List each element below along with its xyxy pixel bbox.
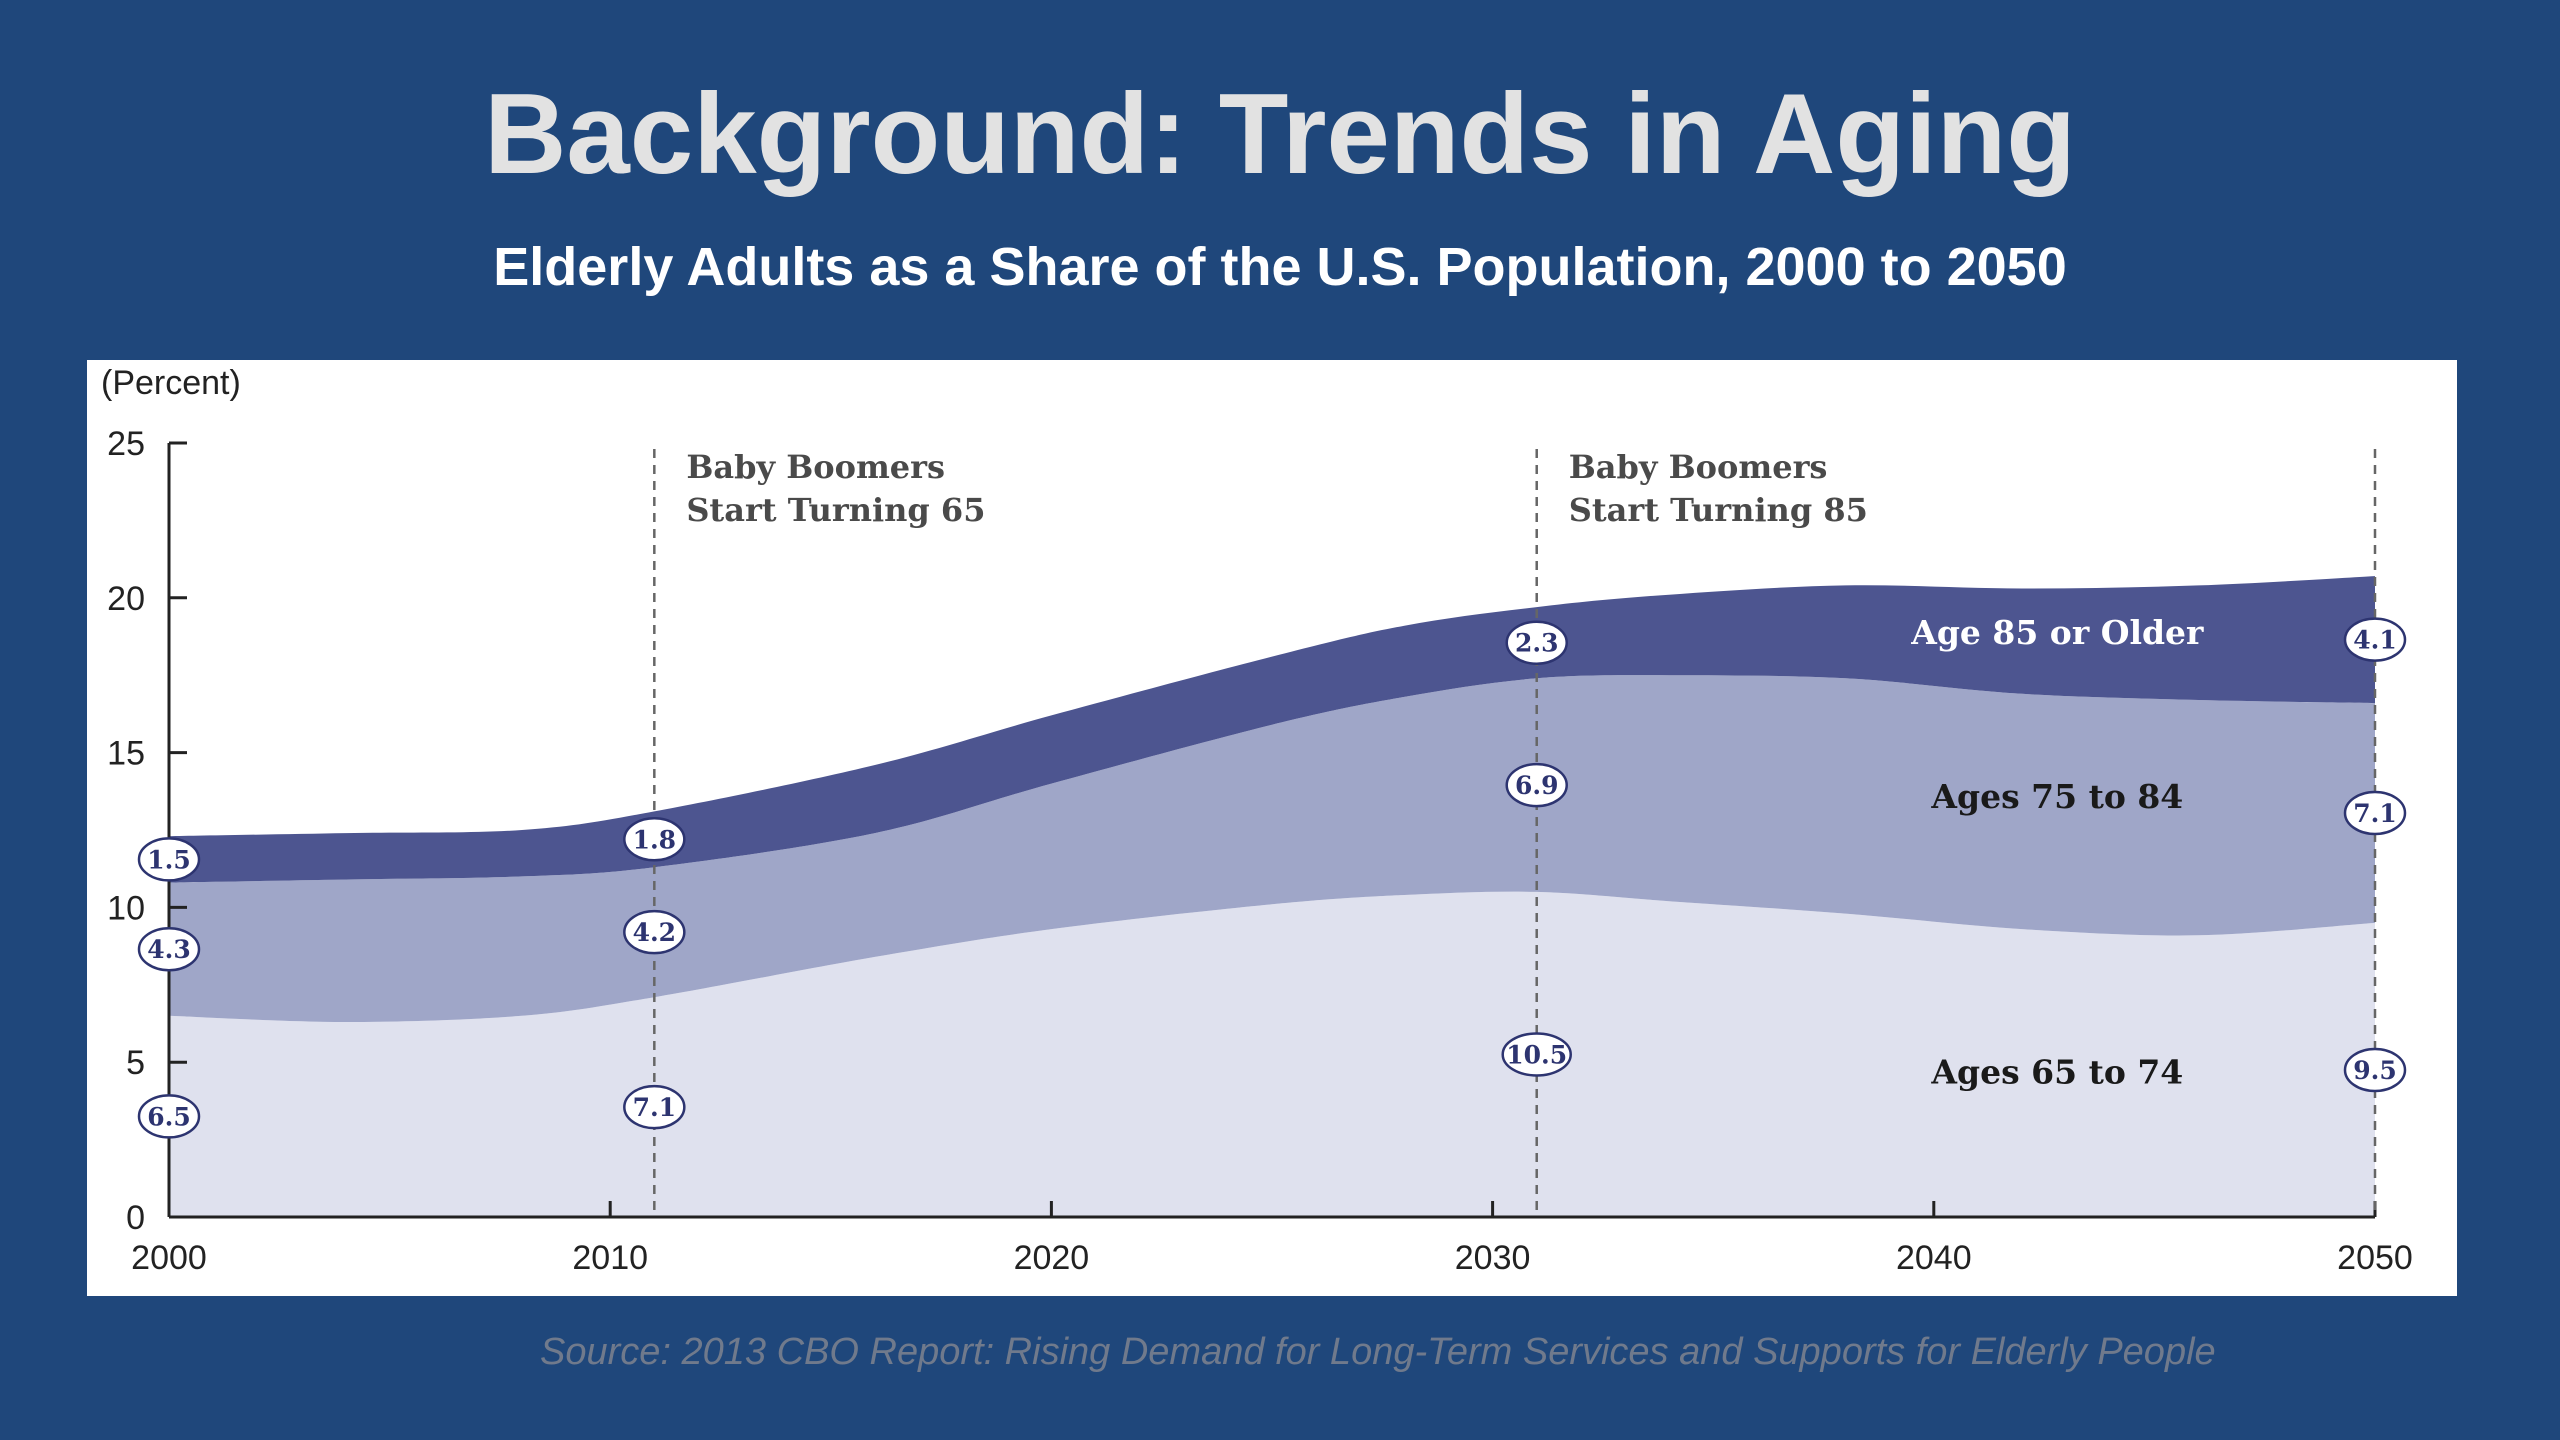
callout-age-85-or-older-2011: 1.8 bbox=[623, 817, 686, 862]
x-tick-label: 2030 bbox=[1455, 1239, 1531, 1277]
y-tick-label: 0 bbox=[126, 1199, 145, 1237]
x-tick-label: 2050 bbox=[2337, 1239, 2413, 1277]
callout-bubble bbox=[1505, 620, 1568, 665]
callout-age-85-or-older-2000: 1.5 bbox=[137, 837, 201, 882]
callout-value: 10.5 bbox=[1506, 1040, 1567, 1069]
callout-value: 1.8 bbox=[633, 825, 677, 854]
callout-bubble bbox=[623, 909, 686, 955]
callout-ages-65-to-74-2011: 7.1 bbox=[623, 1084, 686, 1130]
y-tick-label: 15 bbox=[107, 735, 145, 773]
callout-ages-65-to-74-2031: 10.5 bbox=[1501, 1032, 1572, 1077]
area-ages-65-to-74 bbox=[169, 891, 2375, 1217]
callout-ages-75-to-84-2031: 6.9 bbox=[1505, 762, 1568, 808]
y-tick-label: 10 bbox=[107, 889, 145, 927]
callout-value: 1.5 bbox=[147, 845, 191, 874]
callout-ages-75-to-84-2011: 4.2 bbox=[623, 909, 686, 955]
callout-ages-65-to-74-2000: 6.5 bbox=[137, 1094, 201, 1139]
callout-value: 4.3 bbox=[147, 935, 191, 964]
area-ages-75-to-84 bbox=[169, 675, 2375, 1022]
area-layer bbox=[169, 576, 2375, 1217]
callout-age-85-or-older-2031: 2.3 bbox=[1505, 620, 1568, 665]
callout-bubble bbox=[1501, 1032, 1572, 1077]
reference-label-line2: Start Turning 65 bbox=[686, 491, 985, 529]
y-axis-label: (Percent) bbox=[101, 364, 241, 402]
callout-value: 6.5 bbox=[147, 1102, 191, 1131]
series-label-ages-65-to-74: Ages 65 to 74 bbox=[1930, 1052, 2183, 1091]
x-tick-label: 2010 bbox=[572, 1239, 648, 1277]
callout-value: 2.3 bbox=[1515, 629, 1559, 658]
stacked-area-chart: 0 5 10 15 20 25 2000 2010 2020 2030 2040 2050 (Perce… bbox=[101, 364, 2413, 1277]
series-labels-layer: Age 85 or Older Ages 75 to 84 Ages 65 to 7… bbox=[1910, 613, 2204, 1092]
reference-label-line1: Baby Boomers bbox=[1569, 448, 1828, 486]
callout-bubble bbox=[623, 1084, 686, 1130]
callout-value: 6.9 bbox=[1515, 771, 1559, 800]
x-tick-label: 2000 bbox=[131, 1239, 207, 1277]
source-note: Source: 2013 CBO Report: Rising Demand f… bbox=[540, 1331, 2216, 1373]
callout-bubble bbox=[137, 1094, 201, 1139]
callout-bubble bbox=[137, 926, 201, 972]
series-label-age-85-or-older: Age 85 or Older bbox=[1910, 613, 2204, 652]
callout-bubble bbox=[2343, 1047, 2407, 1093]
chart-subtitle: Elderly Adults as a Share of the U.S. Po… bbox=[493, 237, 2067, 297]
reference-label-line1: Baby Boomers bbox=[686, 448, 945, 486]
series-label-ages-75-to-84: Ages 75 to 84 bbox=[1930, 777, 2183, 816]
callout-value: 4.1 bbox=[2353, 626, 2397, 655]
slide-title: Background: Trends in Aging bbox=[484, 71, 2076, 198]
callout-value: 9.5 bbox=[2353, 1056, 2397, 1085]
callout-bubble bbox=[137, 837, 201, 882]
y-tick-label: 5 bbox=[126, 1044, 145, 1082]
callout-bubble bbox=[2343, 617, 2407, 662]
callout-ages-65-to-74-2050: 9.5 bbox=[2343, 1047, 2407, 1093]
callout-value: 7.1 bbox=[633, 1093, 677, 1122]
axes-layer: 0 5 10 15 20 25 2000 2010 2020 2030 2040 2050 (Perce… bbox=[101, 364, 2413, 1277]
callout-bubble bbox=[623, 817, 686, 862]
callout-value: 7.1 bbox=[2353, 799, 2397, 828]
callout-age-85-or-older-2050: 4.1 bbox=[2343, 617, 2407, 662]
x-tick-label: 2040 bbox=[1896, 1239, 1972, 1277]
callouts-layer: 6.5 4.3 1.5 7.1 4.2 1.8 10.5 6.9 2.3 9.5 7.1 4.1 bbox=[137, 617, 2407, 1139]
callout-ages-75-to-84-2050: 7.1 bbox=[2343, 790, 2407, 836]
area-age-85-or-older bbox=[169, 576, 2375, 883]
y-tick-label: 20 bbox=[107, 580, 145, 618]
callout-ages-75-to-84-2000: 4.3 bbox=[137, 926, 201, 972]
x-tick-label: 2020 bbox=[1014, 1239, 1090, 1277]
callout-value: 4.2 bbox=[633, 918, 677, 947]
y-tick-label: 25 bbox=[107, 425, 145, 463]
callout-bubble bbox=[1505, 762, 1568, 808]
chart-panel: 0 5 10 15 20 25 2000 2010 2020 2030 2040 2050 (Perce… bbox=[87, 360, 2457, 1296]
reference-label-line2: Start Turning 85 bbox=[1569, 491, 1868, 529]
callout-bubble bbox=[2343, 790, 2407, 836]
